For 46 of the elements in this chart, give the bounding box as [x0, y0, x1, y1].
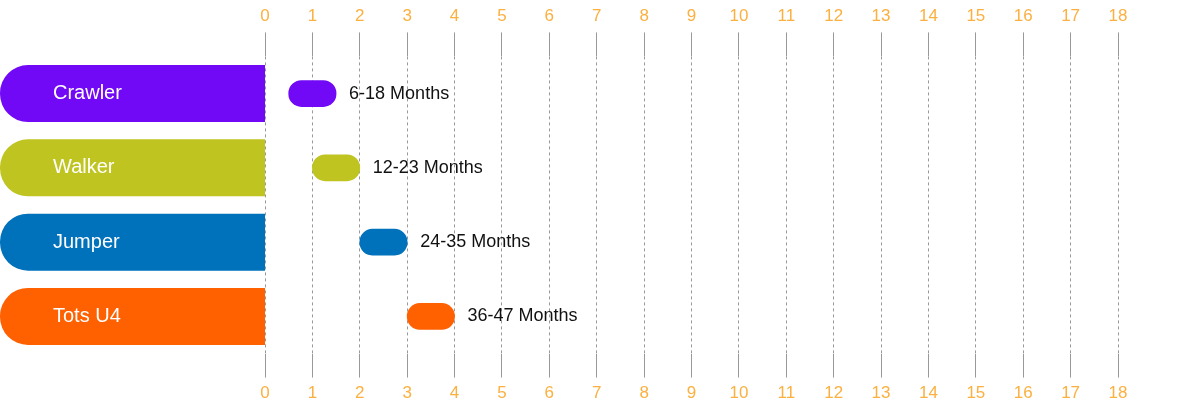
data-label: 36-47 Months — [467, 305, 578, 326]
x-tick-label: 13 — [871, 5, 891, 25]
x-tick-label: 11 — [777, 5, 796, 25]
x-tick-label: 1 — [307, 5, 318, 25]
x-tick-label: 12 — [824, 5, 844, 25]
x-tick-label: 18 — [1108, 5, 1128, 25]
x2-tick-label: 12 — [824, 383, 844, 403]
x-tick-label: 8 — [639, 5, 649, 25]
x2-tick-label: 2 — [355, 383, 365, 403]
x-tick-label: 2 — [355, 5, 365, 25]
x-tick-label: 7 — [591, 5, 602, 25]
y-tick-label: Jumper — [53, 229, 121, 252]
x2-tick-label: 1 — [307, 383, 318, 403]
x2-tick-label: 10 — [729, 383, 749, 403]
x2-tick-label: 16 — [1013, 383, 1033, 403]
y-tick-label: Crawler — [53, 81, 123, 104]
x-tick-label: 14 — [918, 5, 938, 25]
x2-tick-label: 6 — [544, 383, 555, 403]
x2-tick-label: 7 — [591, 383, 602, 403]
x-tick-label: 16 — [1013, 5, 1033, 25]
x2-tick-label: 14 — [918, 383, 938, 403]
x2-tick-label: 8 — [639, 383, 649, 403]
data-label: 24-35 Months — [420, 231, 531, 252]
x2-tick-label: 0 — [260, 383, 270, 403]
x-tick-label: 6 — [544, 5, 555, 25]
x-tick-label: 0 — [260, 5, 270, 25]
y-tick-label: Tots U4 — [53, 303, 121, 326]
x2-tick-label: 13 — [871, 383, 891, 403]
x2-tick-label: 9 — [686, 383, 697, 403]
x2-tick-label: 3 — [402, 383, 412, 403]
x2-tick-label: 17 — [1061, 383, 1081, 403]
x-tick-label: 17 — [1061, 5, 1081, 25]
x2-tick-label: 18 — [1108, 383, 1128, 403]
x-tick-label: 5 — [497, 5, 507, 25]
x-tick-label: 15 — [966, 5, 986, 25]
y-tick-label: Walker — [53, 155, 115, 178]
x2-tick-label: 4 — [449, 383, 460, 403]
x-tick-label: 10 — [729, 5, 749, 25]
x-tick-label: 3 — [402, 5, 412, 25]
x2-tick-label: 15 — [966, 383, 986, 403]
x2-tick-label: 11 — [777, 383, 796, 403]
x-tick-label: 9 — [686, 5, 697, 25]
x-tick-label: 4 — [449, 5, 460, 25]
x2-tick-label: 5 — [497, 383, 507, 403]
data-label: 12-23 Months — [372, 156, 483, 177]
data-label: 6-18 Months — [349, 82, 450, 103]
